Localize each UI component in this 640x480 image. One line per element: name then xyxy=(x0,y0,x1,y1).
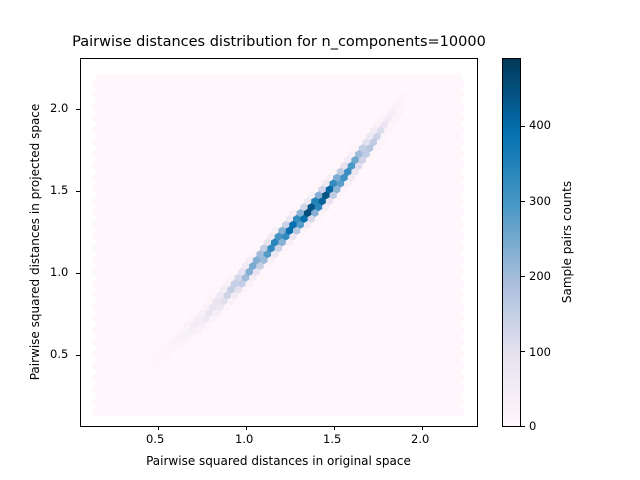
x-axis-label: Pairwise squared distances in original s… xyxy=(146,454,411,468)
cb-tick-0: 0 xyxy=(529,419,537,433)
x-tick-0.5: 0.5 xyxy=(146,432,165,446)
y-tick-1.0: 1.0 xyxy=(50,265,69,279)
plot-frame xyxy=(80,58,478,427)
cb-tick-100: 100 xyxy=(529,345,551,359)
y-tick-2.0: 2.0 xyxy=(50,101,69,115)
y-tick-1.5: 1.5 xyxy=(50,183,69,197)
colorbar-label: Sample pairs counts xyxy=(560,180,574,304)
cb-tick-300: 300 xyxy=(529,194,551,208)
y-axis-label: Pairwise squared distances in projected … xyxy=(28,103,42,381)
x-tick-2.0: 2.0 xyxy=(411,432,430,446)
hexbin-cells xyxy=(92,72,465,418)
x-tick-1.0: 1.0 xyxy=(235,432,254,446)
colorbar xyxy=(502,58,521,427)
tick-marks xyxy=(76,109,525,430)
cb-tick-200: 200 xyxy=(529,269,551,283)
cb-tick-400: 400 xyxy=(529,118,551,132)
chart-title: Pairwise distances distribution for n_co… xyxy=(72,34,486,50)
x-tick-1.5: 1.5 xyxy=(323,432,342,446)
y-tick-0.5: 0.5 xyxy=(50,347,69,361)
